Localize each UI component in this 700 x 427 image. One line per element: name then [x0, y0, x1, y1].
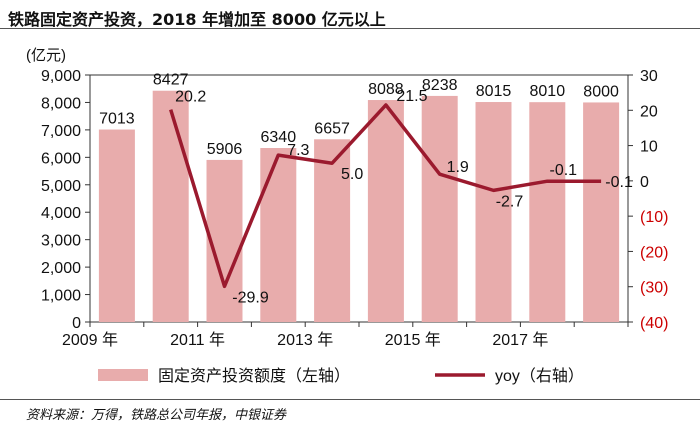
yoy-label-2013: 5.0 [341, 166, 363, 183]
bar-2013 [314, 139, 351, 322]
bar-label-2012: 6340 [261, 129, 297, 146]
bar-label-2010: 8427 [153, 72, 189, 89]
bar-2009 [98, 129, 135, 322]
x-tick-label: 2009 年 [62, 331, 118, 349]
legend-bar-label: 固定资产投资额度（左轴） [158, 367, 350, 385]
bar-2014 [367, 100, 404, 323]
bar-2010 [152, 90, 189, 322]
right-tick-label: (40) [640, 315, 668, 332]
bar-label-2013: 6657 [314, 120, 350, 137]
left-tick-label: 9,000 [41, 68, 81, 85]
yoy-line [169, 103, 602, 289]
right-tick-label: 30 [640, 68, 658, 85]
chart: 0 1,000 2,000 3,000 4,000 5,000 6,000 7,000 8,00… [26, 47, 668, 385]
bar-label-2018: 8000 [583, 83, 619, 100]
bar-2012 [260, 148, 297, 322]
bar-label-2015: 8238 [422, 77, 458, 94]
source-note: 资料来源：万得，铁路总公司年报，中银证券 [26, 408, 287, 423]
left-tick-label: 6,000 [41, 150, 81, 167]
bar-label-2011: 5906 [207, 141, 243, 158]
left-tick-label: 1,000 [41, 288, 81, 305]
bar-label-2009: 7013 [99, 111, 135, 128]
bar-2016 [475, 102, 512, 322]
x-tick-label: 2011 年 [170, 331, 225, 349]
bar-label-2017: 8010 [530, 83, 566, 100]
source-divider [0, 399, 700, 400]
left-tick-label: 0 [72, 315, 81, 332]
right-tick-label: 20 [640, 103, 658, 120]
left-axis-unit: (亿元) [26, 47, 66, 64]
bar-2017 [529, 102, 566, 322]
yoy-label-2018: -0.1 [605, 174, 633, 191]
yoy-label-2017: -0.1 [550, 162, 578, 179]
left-tick-label: 4,000 [41, 205, 81, 222]
bar-2015 [421, 95, 458, 323]
left-tick-label: 3,000 [41, 233, 81, 250]
bar-label-2014: 8088 [368, 81, 404, 98]
right-tick-label: 0 [640, 174, 649, 191]
yoy-label-2012: 7.3 [287, 142, 309, 159]
yoy-label-2010: 20.2 [175, 89, 206, 106]
yoy-label-2014: 21.5 [396, 88, 427, 105]
x-tick-label: 2015 年 [385, 331, 441, 349]
x-tick-label: 2017 年 [492, 331, 548, 349]
x-tick-label: 2013 年 [277, 331, 333, 349]
legend-line-label: yoy（右轴） [495, 367, 584, 385]
bar-label-2016: 8015 [476, 83, 512, 100]
left-tick-label: 7,000 [41, 123, 81, 140]
left-tick-label: 8,000 [41, 95, 81, 112]
page-title: 铁路固定资产投资，2018 年增加至 8000 亿元以上 [8, 10, 386, 29]
right-tick-label: (20) [640, 244, 668, 261]
left-tick-label: 5,000 [41, 178, 81, 195]
yoy-label-2015: 1.9 [447, 159, 469, 176]
left-tick-label: 2,000 [41, 260, 81, 277]
legend-bar-swatch [98, 369, 148, 381]
title-divider [0, 28, 700, 29]
right-tick-label: 10 [640, 139, 658, 156]
right-tick-label: (30) [640, 280, 668, 297]
right-tick-label: (10) [640, 209, 668, 226]
yoy-label-2016: -2.7 [496, 193, 524, 210]
yoy-label-2011: -29.9 [232, 289, 269, 306]
bar-2018 [583, 102, 620, 322]
